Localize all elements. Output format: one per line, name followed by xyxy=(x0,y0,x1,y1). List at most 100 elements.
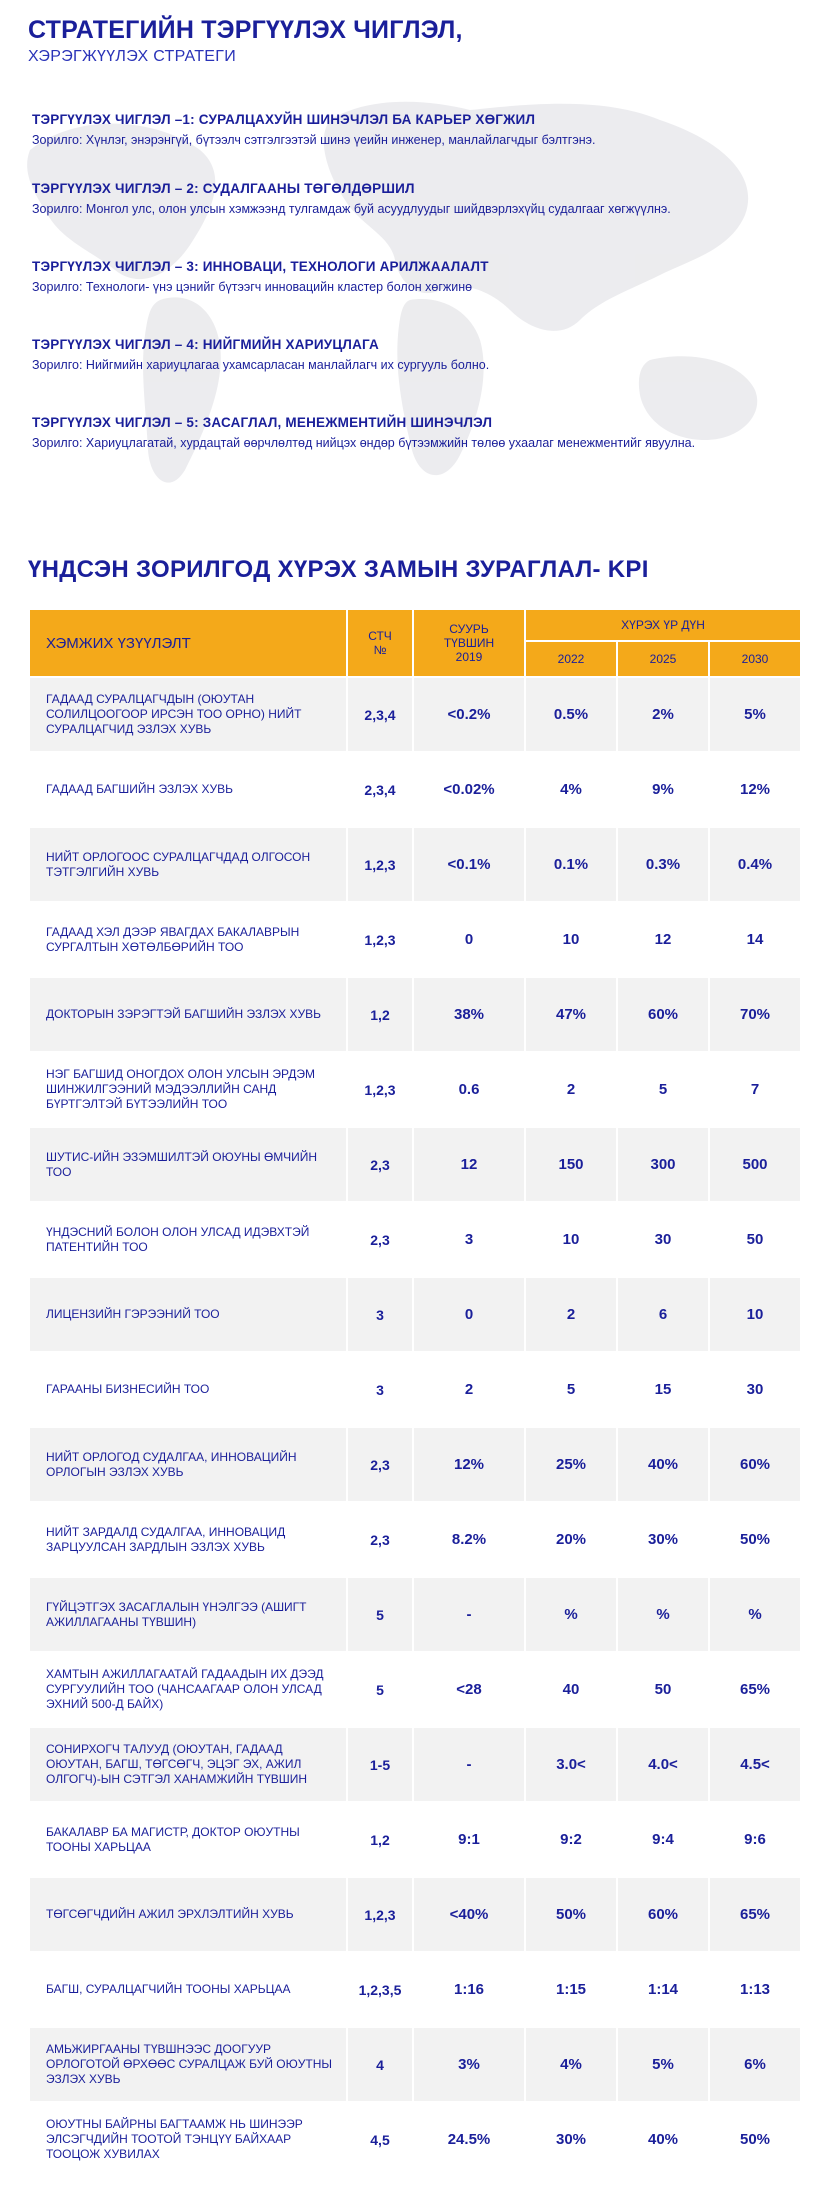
table-row: СОНИРХОГЧ ТАЛУУД (ОЮУТАН, ГАДААД ОЮУТАН,… xyxy=(28,1726,803,1803)
kpi-target-2030: 50 xyxy=(707,1201,803,1278)
kpi-target-2022: 2 xyxy=(524,1276,618,1353)
table-row: НИЙТ ОРЛОГООС СУРАЛЦАГЧДАД ОЛГОСОН ТЭТГЭ… xyxy=(28,826,803,903)
header-stch: СТЧ № xyxy=(346,608,414,678)
header-baseline: СУУРЬ ТҮВШИН 2019 xyxy=(412,608,526,678)
kpi-stch-number: 1,2 xyxy=(346,976,414,1053)
table-row: ХАМТЫН АЖИЛЛАГААТАЙ ГАДААДЫН ИХ ДЭЭД СУР… xyxy=(28,1651,803,1728)
direction-title: ТЭРГҮҮЛЭХ ЧИГЛЭЛ – 5: ЗАСАГЛАЛ, МЕНЕЖМЕН… xyxy=(32,415,493,430)
header-year-2025: 2025 xyxy=(616,640,710,678)
kpi-target-2025: 9% xyxy=(616,751,710,828)
kpi-baseline-2019: <0.02% xyxy=(412,751,526,828)
kpi-indicator-name: ЛИЦЕНЗИЙН ГЭРЭЭНИЙ ТОО xyxy=(28,1276,348,1353)
direction-5: ТЭРГҮҮЛЭХ ЧИГЛЭЛ – 5: ЗАСАГЛАЛ, МЕНЕЖМЕН… xyxy=(32,415,822,450)
kpi-stch-number: 1-5 xyxy=(346,1726,414,1803)
kpi-section-title: ҮНДСЭН ЗОРИЛГОД ХҮРЭХ ЗАМЫН ЗУРАГЛАЛ- KP… xyxy=(28,556,649,583)
direction-goal: Зорилго: Хариуцлагатай, хурдацтай өөрчлө… xyxy=(32,436,696,450)
header-stch-line2: № xyxy=(373,643,387,657)
kpi-baseline-2019: 3 xyxy=(412,1201,526,1278)
kpi-target-2022: 10 xyxy=(524,901,618,978)
kpi-target-2025: 300 xyxy=(616,1126,710,1203)
header-target-results: ХҮРЭХ ҮР ДҮН xyxy=(523,608,803,642)
kpi-target-2025: 40% xyxy=(616,2101,710,2178)
direction-3: ТЭРГҮҮЛЭХ ЧИГЛЭЛ – 3: ИННОВАЦИ, ТЕХНОЛОГ… xyxy=(32,259,822,294)
kpi-indicator-name: ТӨГСӨГЧДИЙН АЖИЛ ЭРХЛЭЛТИЙН ХУВЬ xyxy=(28,1876,348,1953)
table-row: БАКАЛАВР БА МАГИСТР, ДОКТОР ОЮУТНЫ ТООНЫ… xyxy=(28,1801,803,1878)
kpi-target-2025: 0.3% xyxy=(616,826,710,903)
kpi-baseline-2019: <0.2% xyxy=(412,676,526,753)
kpi-target-2025: 6 xyxy=(616,1276,710,1353)
kpi-target-2030: 60% xyxy=(707,1426,803,1503)
kpi-target-2025: 30 xyxy=(616,1201,710,1278)
table-row: ҮНДЭСНИЙ БОЛОН ОЛОН УЛСАД ИДЭВХТЭЙ ПАТЕН… xyxy=(28,1201,803,1278)
kpi-indicator-name: НИЙТ ЗАРДАЛД СУДАЛГАА, ИННОВАЦИД ЗАРЦУУЛ… xyxy=(28,1501,348,1578)
kpi-indicator-name: СОНИРХОГЧ ТАЛУУД (ОЮУТАН, ГАДААД ОЮУТАН,… xyxy=(28,1726,348,1803)
kpi-baseline-2019: <0.1% xyxy=(412,826,526,903)
kpi-target-2022: 40 xyxy=(524,1651,618,1728)
direction-goal: Зорилго: Нийгмийн хариуцлагаа ухамсарлас… xyxy=(32,358,490,372)
kpi-target-2022: 2 xyxy=(524,1051,618,1128)
kpi-target-2022: 0.1% xyxy=(524,826,618,903)
kpi-table-body: ГАДААД СУРАЛЦАГЧДЫН (ОЮУТАН СОЛИЛЦООГООР… xyxy=(28,676,803,2178)
kpi-baseline-2019: <28 xyxy=(412,1651,526,1728)
table-row: АМЬЖИРГААНЫ ТҮВШНЭЭС ДООГУУР ОРЛОГОТОЙ Ө… xyxy=(28,2026,803,2103)
kpi-indicator-name: ХАМТЫН АЖИЛЛАГААТАЙ ГАДААДЫН ИХ ДЭЭД СУР… xyxy=(28,1651,348,1728)
direction-title: ТЭРГҮҮЛЭХ ЧИГЛЭЛ – 4: НИЙГМИЙН ХАРИУЦЛАГ… xyxy=(32,337,379,352)
kpi-target-2022: 25% xyxy=(524,1426,618,1503)
kpi-baseline-2019: 12 xyxy=(412,1126,526,1203)
direction-title: ТЭРГҮҮЛЭХ ЧИГЛЭЛ – 2: СУДАЛГААНЫ ТӨГӨЛДӨ… xyxy=(32,181,415,196)
kpi-target-2030: 12% xyxy=(707,751,803,828)
header-indicator: ХЭМЖИХ ҮЗҮҮЛЭЛТ xyxy=(28,608,348,678)
table-row: ЛИЦЕНЗИЙН ГЭРЭЭНИЙ ТОО 3 0 2 6 10 xyxy=(28,1276,803,1353)
header-baseline-line1: СУУРЬ xyxy=(449,622,489,636)
kpi-target-2022: 50% xyxy=(524,1876,618,1953)
kpi-indicator-name: ГАДААД БАГШИЙН ЭЗЛЭХ ХУВЬ xyxy=(28,751,348,828)
kpi-target-2025: % xyxy=(616,1576,710,1653)
kpi-target-2022: 1:15 xyxy=(524,1951,618,2028)
kpi-stch-number: 4,5 xyxy=(346,2101,414,2178)
kpi-target-2022: 20% xyxy=(524,1501,618,1578)
kpi-stch-number: 1,2 xyxy=(346,1801,414,1878)
kpi-target-2025: 50 xyxy=(616,1651,710,1728)
kpi-stch-number: 5 xyxy=(346,1651,414,1728)
direction-2: ТЭРГҮҮЛЭХ ЧИГЛЭЛ – 2: СУДАЛГААНЫ ТӨГӨЛДӨ… xyxy=(32,181,822,216)
kpi-target-2030: 9:6 xyxy=(707,1801,803,1878)
kpi-target-2030: 0.4% xyxy=(707,826,803,903)
header-stch-line1: СТЧ xyxy=(368,629,392,643)
kpi-target-2022: 150 xyxy=(524,1126,618,1203)
table-row: ОЮУТНЫ БАЙРНЫ БАГТААМЖ НЬ ШИНЭЭР ЭЛСЭГЧД… xyxy=(28,2101,803,2178)
kpi-indicator-name: НЭГ БАГШИД ОНОГДОХ ОЛОН УЛСЫН ЭРДЭМ ШИНЖ… xyxy=(28,1051,348,1128)
kpi-target-2025: 15 xyxy=(616,1351,710,1428)
kpi-stch-number: 1,2,3 xyxy=(346,1876,414,1953)
table-row: ГАДААД ХЭЛ ДЭЭР ЯВАГДАХ БАКАЛАВРЫН СУРГА… xyxy=(28,901,803,978)
kpi-indicator-name: ГҮЙЦЭТГЭХ ЗАСАГЛАЛЫН ҮНЭЛГЭЭ (АШИГТ АЖИЛ… xyxy=(28,1576,348,1653)
kpi-target-2030: 7 xyxy=(707,1051,803,1128)
kpi-target-2025: 40% xyxy=(616,1426,710,1503)
kpi-stch-number: 1,2,3,5 xyxy=(346,1951,414,2028)
kpi-target-2030: 10 xyxy=(707,1276,803,1353)
kpi-target-2030: 500 xyxy=(707,1126,803,1203)
kpi-baseline-2019: 3% xyxy=(412,2026,526,2103)
kpi-target-2025: 1:14 xyxy=(616,1951,710,2028)
kpi-indicator-name: НИЙТ ОРЛОГОД СУДАЛГАА, ИННОВАЦИЙН ОРЛОГЫ… xyxy=(28,1426,348,1503)
header-baseline-year: 2019 xyxy=(455,650,483,664)
kpi-stch-number: 2,3 xyxy=(346,1126,414,1203)
kpi-indicator-name: ДОКТОРЫН ЗЭРЭГТЭЙ БАГШИЙН ЭЗЛЭХ ХУВЬ xyxy=(28,976,348,1053)
kpi-baseline-2019: - xyxy=(412,1726,526,1803)
kpi-baseline-2019: 2 xyxy=(412,1351,526,1428)
kpi-stch-number: 5 xyxy=(346,1576,414,1653)
table-row: ДОКТОРЫН ЗЭРЭГТЭЙ БАГШИЙН ЭЗЛЭХ ХУВЬ 1,2 3… xyxy=(28,976,803,1053)
world-map-background xyxy=(27,101,758,483)
kpi-baseline-2019: 9:1 xyxy=(412,1801,526,1878)
kpi-indicator-name: ГАРААНЫ БИЗНЕСИЙН ТОО xyxy=(28,1351,348,1428)
table-row: ТӨГСӨГЧДИЙН АЖИЛ ЭРХЛЭЛТИЙН ХУВЬ 1,2,3 <40… xyxy=(28,1876,803,1953)
kpi-target-2025: 5 xyxy=(616,1051,710,1128)
kpi-baseline-2019: <40% xyxy=(412,1876,526,1953)
kpi-stch-number: 3 xyxy=(346,1276,414,1353)
table-row: НИЙТ ОРЛОГОД СУДАЛГАА, ИННОВАЦИЙН ОРЛОГЫ… xyxy=(28,1426,803,1503)
kpi-target-2030: 5% xyxy=(707,676,803,753)
table-row: НЭГ БАГШИД ОНОГДОХ ОЛОН УЛСЫН ЭРДЭМ ШИНЖ… xyxy=(28,1051,803,1128)
kpi-target-2022: 3.0< xyxy=(524,1726,618,1803)
kpi-stch-number: 2,3 xyxy=(346,1501,414,1578)
kpi-stch-number: 2,3 xyxy=(346,1201,414,1278)
kpi-target-2022: % xyxy=(524,1576,618,1653)
